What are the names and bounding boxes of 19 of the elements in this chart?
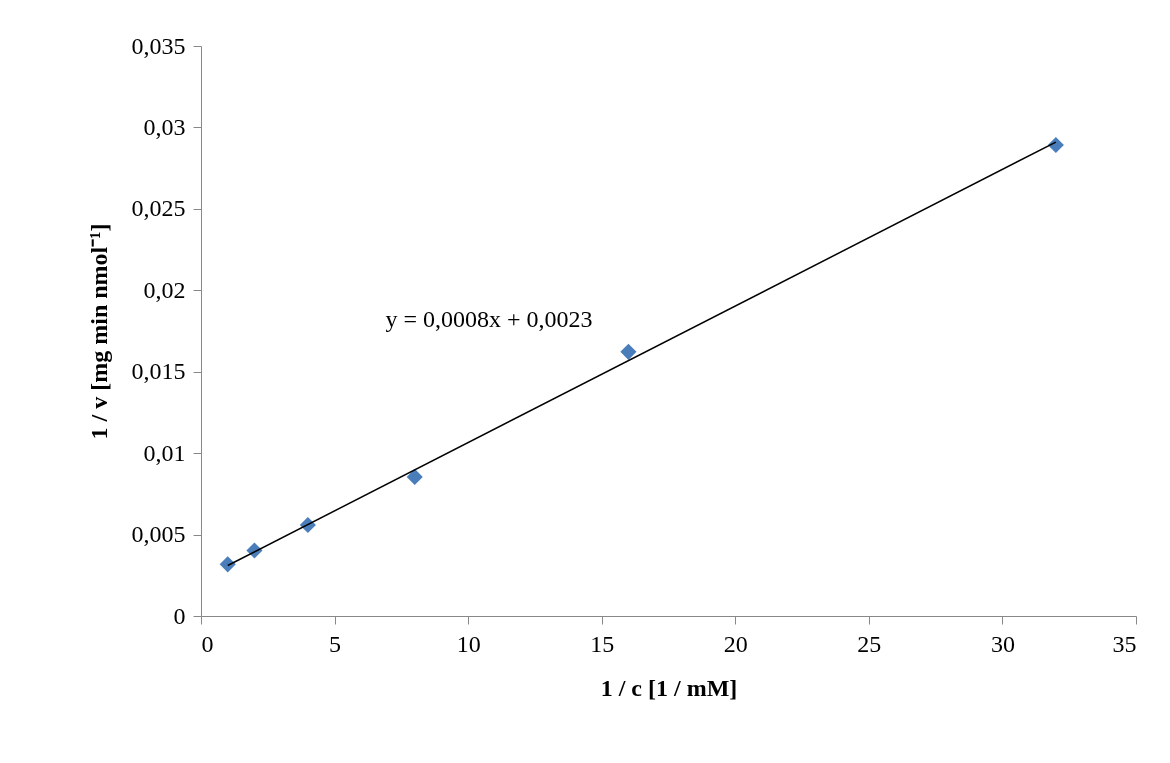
x-tick-label: 35 xyxy=(1112,630,1137,657)
y-tick-label: 0,02 xyxy=(143,276,186,303)
y-axis-title: 1 / v [mg min nmol⁻¹] xyxy=(85,223,112,440)
x-axis-title: 1 / c [1 / mM] xyxy=(600,674,738,701)
y-tick-label: 0,035 xyxy=(131,32,186,59)
y-tick-label: 0,025 xyxy=(131,195,186,222)
y-tick-label: 0,03 xyxy=(143,113,186,140)
x-tick-label: 0 xyxy=(201,630,214,657)
annotation: y = 0,0008x + 0,0023 xyxy=(385,306,593,332)
y-tick-label: 0,01 xyxy=(143,439,186,466)
x-tick-label: 20 xyxy=(723,630,748,657)
x-tick-label: 15 xyxy=(590,630,615,657)
x-tick-label: 30 xyxy=(990,630,1015,657)
y-tick-label: 0,015 xyxy=(131,358,186,385)
x-tick-label: 5 xyxy=(329,630,342,657)
x-tick-label: 25 xyxy=(857,630,882,657)
y-tick-label: 0,005 xyxy=(131,521,186,548)
y-tick-label: 0 xyxy=(173,602,186,629)
x-tick-label: 10 xyxy=(456,630,481,657)
